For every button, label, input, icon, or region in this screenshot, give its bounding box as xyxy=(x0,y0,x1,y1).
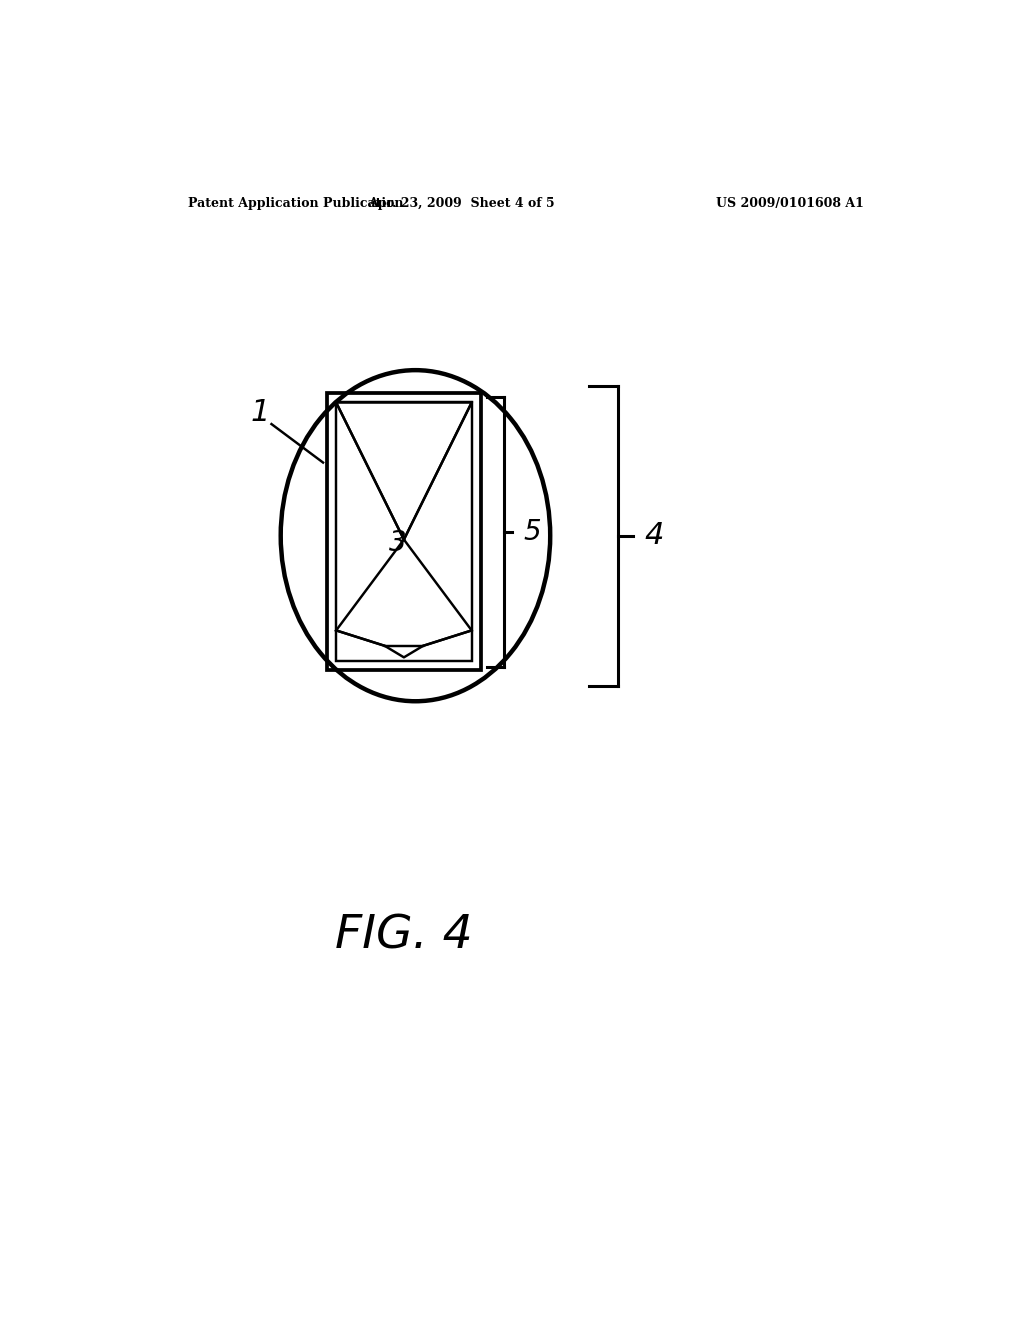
Text: Apr. 23, 2009  Sheet 4 of 5: Apr. 23, 2009 Sheet 4 of 5 xyxy=(369,197,555,210)
Bar xyxy=(327,393,481,671)
Text: 5: 5 xyxy=(523,517,541,546)
Text: FIG. 4: FIG. 4 xyxy=(335,913,473,958)
Text: US 2009/0101608 A1: US 2009/0101608 A1 xyxy=(716,197,863,210)
Text: Patent Application Publication: Patent Application Publication xyxy=(188,197,403,210)
Text: 3: 3 xyxy=(389,529,407,557)
Bar xyxy=(336,403,472,661)
Text: 1: 1 xyxy=(250,399,269,426)
Text: 4: 4 xyxy=(645,521,665,550)
